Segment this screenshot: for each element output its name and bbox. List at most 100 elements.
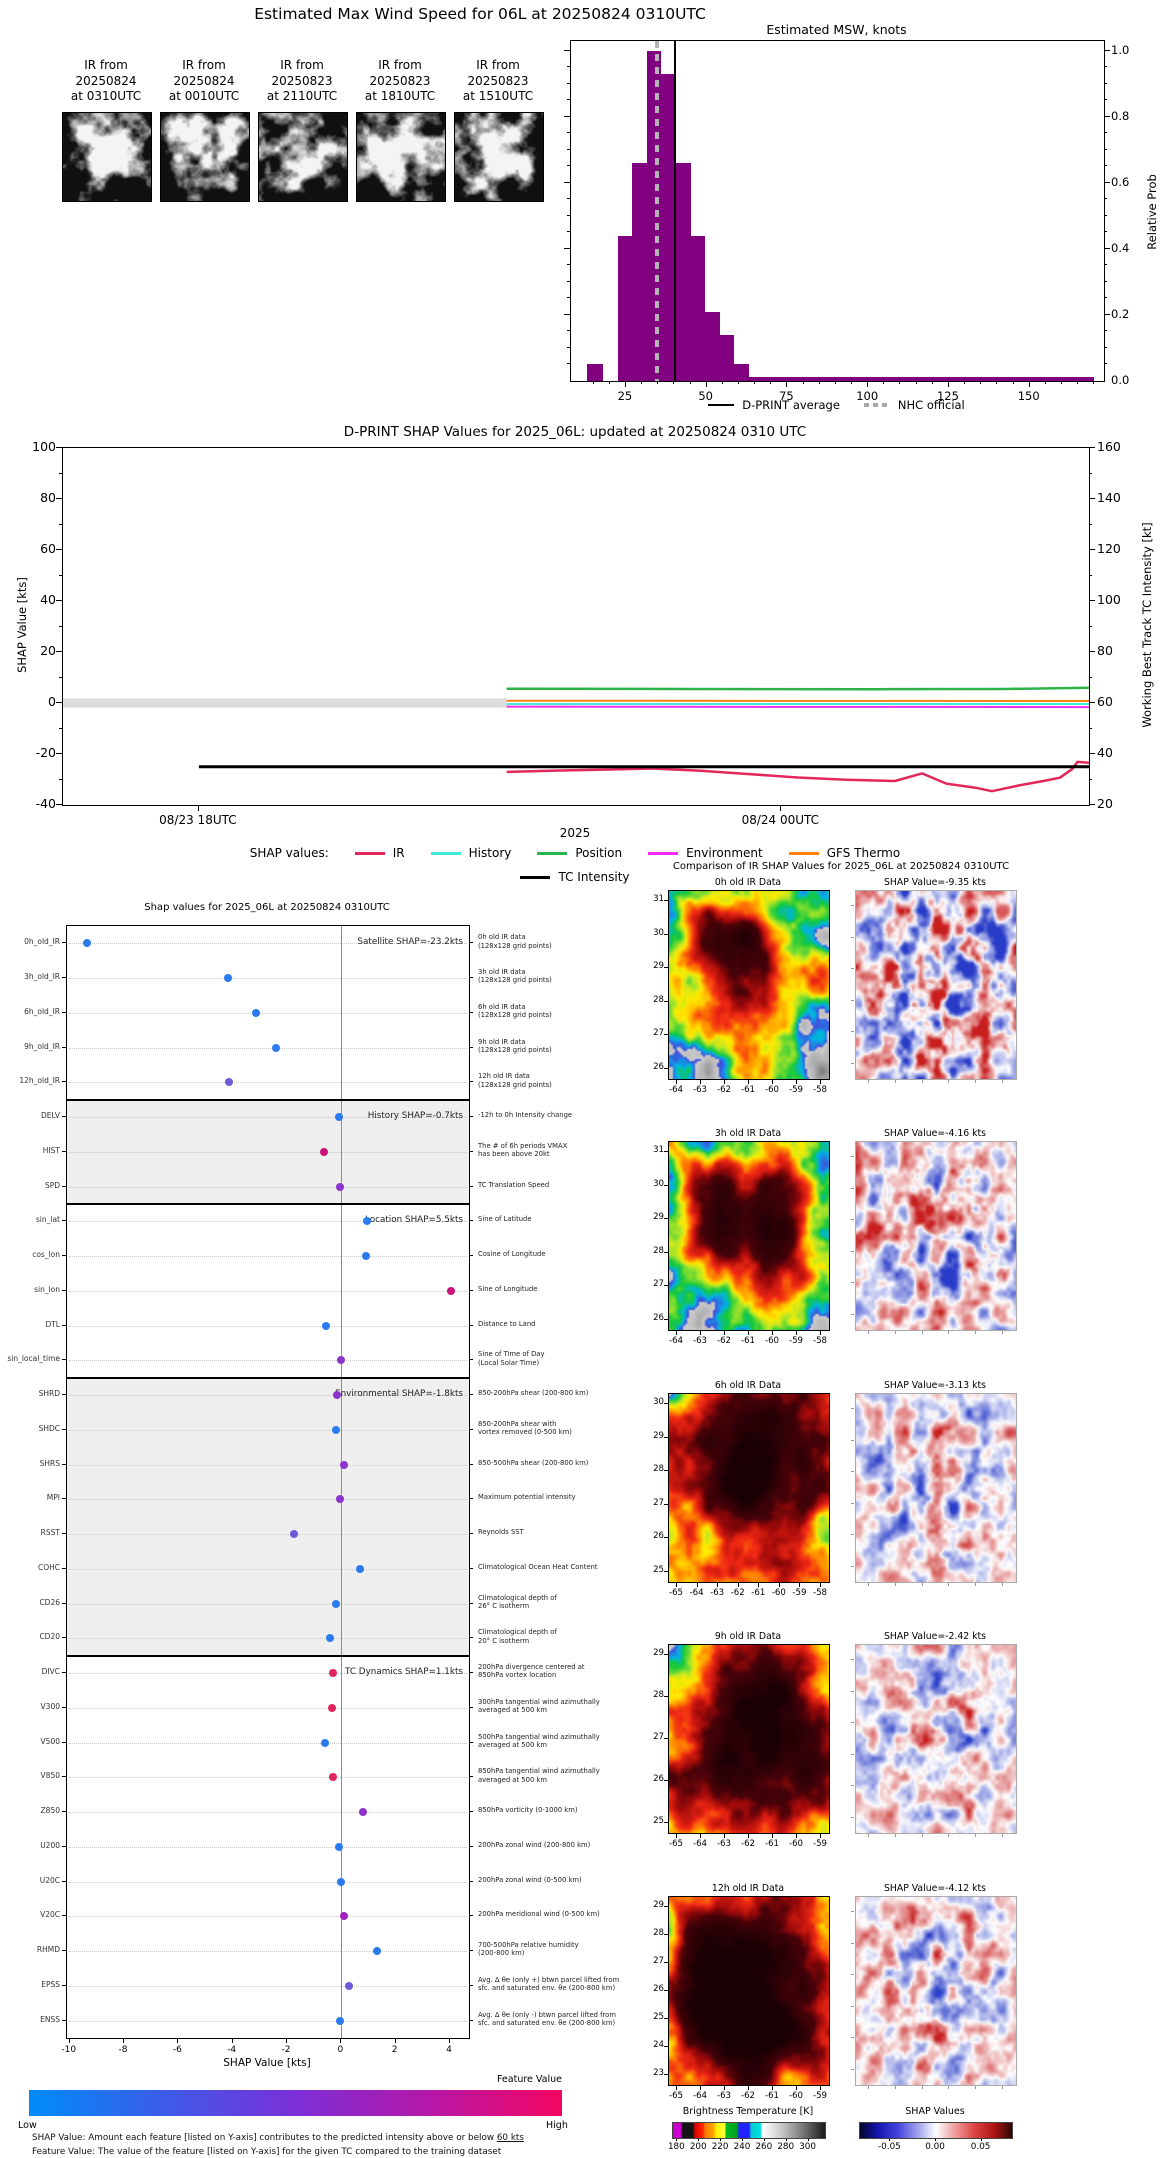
feature-desc-SPD: TC Translation Speed	[478, 1180, 550, 1189]
timeseries-ytick-right: 60	[1097, 694, 1113, 709]
row-gridline	[69, 1916, 467, 1918]
histogram-ytick	[1104, 264, 1107, 266]
zero-line	[341, 926, 343, 2038]
feature-desc-CD26: Climatological depth of 26° C isotherm	[478, 1593, 557, 1610]
bt-cb-label: 180	[667, 2142, 685, 2152]
histogram-ytick	[1104, 363, 1107, 365]
histogram-xtick-minor	[1077, 381, 1079, 384]
feature-value-colorbar	[29, 2090, 562, 2116]
series-position	[506, 686, 1090, 691]
feature-label-cos_lon: cos_lon	[32, 1250, 60, 1260]
caption-shap-value: SHAP Value: Amount each feature [listed …	[32, 2133, 524, 2143]
histogram-xtick-minor	[1093, 381, 1095, 384]
timeseries-legend-row1: SHAP values: IR History Position Environment…	[62, 846, 1088, 860]
lon-tick	[724, 1080, 725, 1084]
histogram-ytick	[567, 231, 570, 233]
feature-tick-left	[62, 1637, 66, 1639]
histogram-xtick-label: 125	[936, 389, 959, 403]
lon-tick-label: -64	[668, 1336, 684, 1346]
lon-tick-label: -64	[692, 2091, 708, 2101]
lon-tick	[778, 1583, 780, 1587]
shap-map-xtick	[975, 1583, 977, 1586]
lon-tick	[724, 1331, 725, 1335]
histogram-ytick	[564, 313, 570, 315]
histogram-xtick-label: 50	[698, 389, 713, 403]
section-band-environmental	[67, 1377, 469, 1656]
timeseries-ytick	[59, 574, 62, 576]
histogram-ytick	[567, 198, 570, 200]
histogram-ytick	[567, 99, 570, 101]
feature-tick-left	[62, 1081, 66, 1083]
ir-thumb-caption: IR from 20250824 at 0310UTC	[70, 58, 142, 104]
lon-tick-label: -63	[716, 2091, 732, 2101]
timeseries-xtick	[197, 805, 199, 811]
shap-map-xtick	[1002, 2086, 1004, 2089]
histogram-ytick	[1104, 165, 1107, 167]
lat-tick-label: 26	[653, 1984, 664, 1994]
feature-tick-left	[62, 1150, 66, 1152]
lon-tick	[700, 1331, 701, 1335]
shap-dot-cos_lon	[361, 1252, 370, 1261]
legend-label: History	[468, 846, 512, 860]
feature-tick-left	[62, 1880, 66, 1882]
row-gridline	[69, 1429, 467, 1431]
timeseries-ytick-right: 100	[1097, 592, 1121, 607]
feature-tick-right	[469, 1706, 473, 1708]
shap-dot-U200	[334, 1842, 343, 1851]
feature-tick-left	[62, 2019, 66, 2021]
feature-desc-cos_lon: Cosine of Longitude	[478, 1250, 546, 1259]
feature-tick-left	[62, 1672, 66, 1674]
shap-cb-tick	[980, 2138, 982, 2141]
histogram-ytick	[567, 330, 570, 332]
timeseries-ytick	[59, 727, 62, 729]
histogram-ytick	[567, 132, 570, 134]
shap-map-xtick	[948, 1583, 950, 1586]
histogram-xtick-minor	[834, 381, 836, 384]
legend-item-environment: Environment	[648, 846, 763, 860]
shap-map-ytick	[851, 1785, 854, 1787]
shap-map-ytick	[851, 1911, 854, 1913]
lon-tick	[799, 1583, 801, 1587]
shap-dot-0h_old_IR	[83, 939, 92, 948]
row-gridline	[69, 1186, 467, 1188]
histogram-xtick-minor	[641, 381, 643, 384]
row-gridline	[69, 2020, 467, 2022]
histogram-xtick-minor	[1061, 381, 1062, 384]
bt-cb-label: 240	[733, 2142, 751, 2152]
feature-desc-0h_old_IR: 0h old IR data (128x128 grid points)	[478, 933, 552, 950]
row-gridline	[69, 1499, 467, 1501]
feature-label-CD20: CD20	[39, 1632, 60, 1642]
lon-tick-label: -61	[751, 1588, 766, 1598]
lat-tick	[664, 1934, 668, 1936]
lon-tick	[676, 1331, 677, 1335]
feature-desc-DIVC: 200hPa divergence centered at 850hPa vor…	[478, 1663, 585, 1680]
row-gridline	[69, 1742, 467, 1744]
histogram-xtick-minor	[737, 381, 739, 384]
lat-tick-label: 25	[653, 1564, 664, 1575]
timeseries-ytick-left: 60	[40, 541, 56, 556]
shap-dot-EPSS	[345, 1981, 354, 1990]
lon-tick	[676, 1583, 677, 1587]
nhc-official-swatch	[863, 403, 890, 407]
legend-label: Environment	[686, 846, 763, 860]
feature-tick-right	[469, 1220, 473, 1222]
lat-tick	[664, 1738, 668, 1739]
legend-swatch	[788, 851, 819, 855]
histogram-ytick	[1104, 66, 1107, 68]
shap-map-ytick	[851, 905, 854, 907]
lon-tick	[724, 1834, 725, 1838]
histogram-ytick-label: 0.0	[1111, 373, 1130, 387]
ir-thumbnail-image	[62, 112, 152, 202]
legend-swatch	[648, 851, 679, 855]
lon-tick	[796, 2086, 797, 2090]
bt-cb-tick	[741, 2138, 743, 2141]
feature-label-V500: V500	[40, 1736, 60, 1746]
shap-dot-CD26	[331, 1599, 340, 1608]
timeseries-ytick-left: -40	[35, 796, 56, 811]
shap-dot-COHC	[356, 1564, 365, 1573]
histogram-xtick-minor	[883, 381, 885, 384]
legend-swatch	[430, 851, 461, 855]
histogram-ytick	[567, 346, 570, 348]
msw-histogram-plot	[570, 40, 1105, 382]
shap-map-xtick	[1002, 1583, 1004, 1586]
